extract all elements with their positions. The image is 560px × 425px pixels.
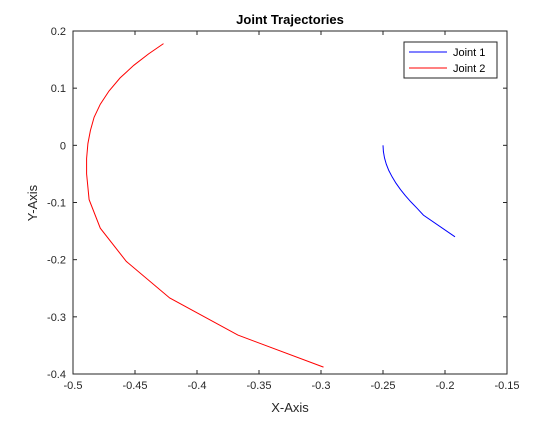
legend-label: Joint 2 (453, 63, 485, 75)
series-group (86, 43, 456, 368)
x-tick-label: -0.3 (312, 380, 331, 392)
legend-box (403, 41, 498, 79)
axis-ticks: -0.5 -0.45 -0.4 -0.35 -0.3 -0.25 -0.2 -0.15 -0.4… (47, 26, 520, 392)
y-tick-label: -0.3 (47, 312, 66, 324)
plot-area (72, 30, 508, 375)
x-tick-label: -0.35 (246, 380, 271, 392)
y-tick-label: -0.4 (47, 369, 66, 381)
y-tick-label: -0.2 (47, 255, 66, 267)
x-tick-label: -0.2 (436, 380, 455, 392)
x-tick-label: -0.15 (494, 380, 519, 392)
legend-label: Joint 1 (453, 47, 485, 59)
chart-title: Joint Trajectories (236, 12, 344, 27)
series-line-joint-2 (86, 43, 324, 368)
x-tick-label: -0.4 (188, 380, 207, 392)
x-axis-label: X-Axis (271, 400, 309, 415)
y-tick-label: -0.1 (47, 198, 66, 210)
series-line-joint-1 (382, 145, 456, 238)
y-tick-label: 0.2 (51, 26, 66, 38)
y-axis-label: Y-Axis (25, 184, 40, 221)
x-tick-label: -0.5 (64, 380, 83, 392)
legend: Joint 1 Joint 2 (403, 41, 498, 79)
x-tick-label: -0.45 (122, 380, 147, 392)
y-tick-label: 0 (60, 140, 66, 152)
x-tick-label: -0.25 (370, 380, 395, 392)
y-tick-label: 0.1 (51, 83, 66, 95)
